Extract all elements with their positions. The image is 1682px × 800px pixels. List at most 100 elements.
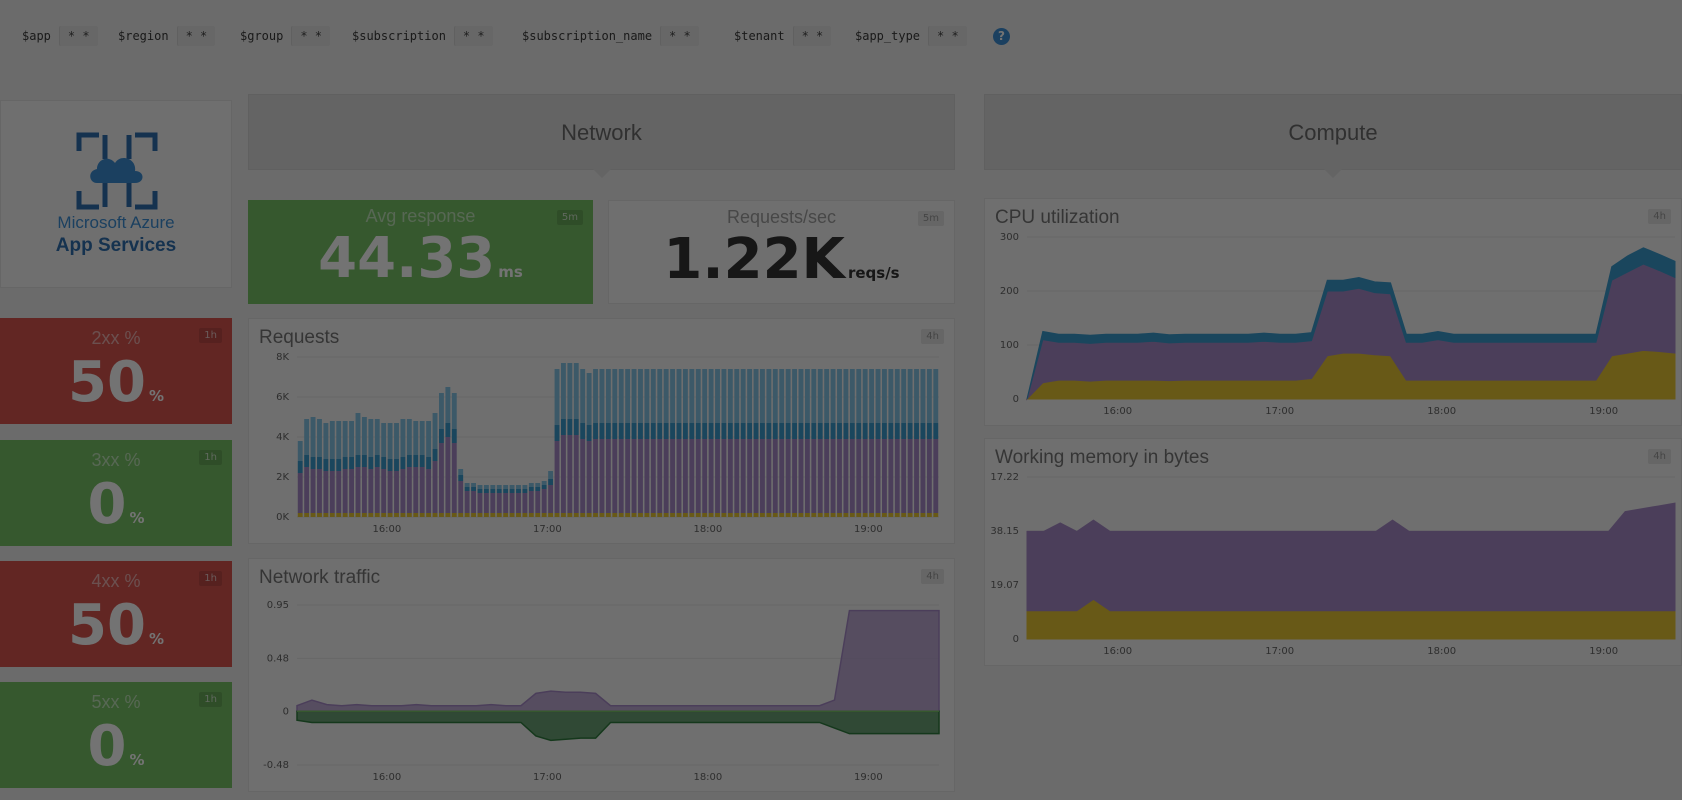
bar-segment bbox=[400, 457, 406, 469]
azure-logo-line2: App Services bbox=[55, 235, 177, 256]
bar-segment bbox=[856, 513, 862, 517]
y-tick-label: 4K bbox=[276, 432, 289, 443]
network-traffic-panel[interactable]: Network traffic 4h 0.95 0.48 0 -0.48 16:00 17… bbox=[248, 558, 955, 792]
status-tile-3xx[interactable]: 3xx % 1h 0% bbox=[0, 440, 232, 546]
bar-segment bbox=[522, 513, 528, 517]
var-value[interactable]: * * bbox=[453, 26, 493, 46]
bar-segment bbox=[676, 423, 682, 439]
var-tenant[interactable]: $tenant * * bbox=[734, 24, 832, 48]
bar-segment bbox=[644, 513, 650, 517]
bar-segment bbox=[323, 423, 329, 459]
bar-segment bbox=[849, 513, 855, 517]
bar-segment bbox=[432, 449, 438, 461]
tile-value-wrap: 0% bbox=[0, 472, 232, 537]
bar-segment bbox=[760, 369, 765, 423]
var-value[interactable]: * * bbox=[291, 26, 331, 46]
bar-segment bbox=[914, 423, 919, 439]
y-tick-label: 100 bbox=[1000, 340, 1019, 351]
tile-value: 0 bbox=[87, 714, 127, 779]
bar-segment bbox=[657, 423, 663, 439]
cpu-utilization-panel[interactable]: CPU utilization 4h 300 200 100 0 16:00 17:00 1… bbox=[984, 198, 1682, 426]
var-subscription-name[interactable]: $subscription_name * * bbox=[522, 24, 699, 48]
bar-segment bbox=[862, 423, 868, 439]
var-name: $tenant bbox=[734, 29, 785, 43]
bar-segment bbox=[926, 439, 932, 513]
requests-sec-tile[interactable]: Requests/sec 5m 1.22K reqs/s bbox=[608, 200, 955, 304]
var-subscription[interactable]: $subscription * * bbox=[352, 24, 493, 48]
bar-segment bbox=[336, 421, 342, 459]
var-value[interactable]: * * bbox=[928, 26, 967, 46]
bar-segment bbox=[837, 513, 842, 517]
working-memory-panel[interactable]: Working memory in bytes 4h 17.22 38.15 19.… bbox=[984, 438, 1682, 666]
bar-segment bbox=[817, 439, 823, 513]
bar-segment bbox=[920, 423, 926, 439]
y-tick-label: 6K bbox=[276, 392, 289, 403]
requests-panel[interactable]: Requests 4h 8K 6K 4K 2K 0K 16:00 17:00 18:00 19:… bbox=[248, 318, 955, 544]
working_memory-svg: 17.22 38.15 19.07 0 16:00 17:00 18:00 19:00 bbox=[990, 472, 1676, 657]
bar-segment bbox=[361, 513, 367, 517]
bar-segment bbox=[323, 471, 329, 513]
bar-segment bbox=[638, 423, 643, 439]
bar-segment bbox=[727, 439, 733, 513]
avg-response-tile[interactable]: Avg response 5m 44.33 ms bbox=[248, 200, 593, 304]
bar-segment bbox=[599, 439, 605, 513]
bar-segment bbox=[361, 467, 367, 513]
bar-segment bbox=[926, 369, 932, 423]
bar-segment bbox=[702, 439, 708, 513]
var-value[interactable]: * * bbox=[58, 26, 98, 46]
bar-segment bbox=[567, 419, 573, 435]
var-value[interactable]: * * bbox=[660, 26, 699, 46]
var-app-type[interactable]: $app_type * * bbox=[855, 24, 967, 48]
bar-segment bbox=[843, 369, 849, 423]
tile-title: Requests/sec bbox=[726, 207, 837, 227]
bar-segment bbox=[753, 513, 759, 517]
bar-segment bbox=[727, 513, 733, 517]
bar-segment bbox=[914, 439, 919, 513]
bar-segment bbox=[464, 513, 470, 517]
bar-segment bbox=[483, 493, 489, 513]
var-app[interactable]: $app * * bbox=[22, 24, 98, 48]
x-tick-label: 19:00 bbox=[854, 524, 883, 535]
bar-segment bbox=[689, 513, 695, 517]
group-title: Compute bbox=[1288, 120, 1378, 145]
status-tile-2xx[interactable]: 2xx % 1h 50% bbox=[0, 318, 232, 424]
bar-segment bbox=[843, 439, 849, 513]
bar-segment bbox=[573, 435, 579, 513]
bar-segment bbox=[888, 513, 894, 517]
var-region[interactable]: $region * * bbox=[118, 24, 216, 48]
bar-segment bbox=[394, 513, 399, 517]
bar-segment bbox=[400, 419, 406, 457]
bar-segment bbox=[894, 439, 900, 513]
azure-app-services-icon bbox=[76, 132, 158, 210]
var-value[interactable]: * * bbox=[176, 26, 216, 46]
bar-segment bbox=[406, 419, 412, 455]
bar-segment bbox=[663, 369, 669, 423]
x-tick-label: 19:00 bbox=[1589, 646, 1618, 657]
bar-segment bbox=[657, 369, 663, 423]
bar-segment bbox=[522, 493, 528, 513]
bar-segment bbox=[439, 393, 444, 429]
status-tile-4xx[interactable]: 4xx % 1h 50% bbox=[0, 561, 232, 667]
bar-segment bbox=[702, 513, 708, 517]
bar-segment bbox=[310, 469, 316, 513]
y-tick-label: 200 bbox=[1000, 286, 1019, 297]
var-group[interactable]: $group * * bbox=[240, 24, 331, 48]
y-tick-label: 0.95 bbox=[267, 600, 289, 611]
bar-segment bbox=[727, 369, 733, 423]
bar-segment bbox=[869, 423, 875, 439]
bar-segment bbox=[355, 467, 361, 513]
status-tile-5xx[interactable]: 5xx % 1h 0% bbox=[0, 682, 232, 788]
bar-segment bbox=[804, 513, 810, 517]
bar-segment bbox=[856, 369, 862, 423]
var-value[interactable]: * * bbox=[792, 26, 832, 46]
bar-segment bbox=[509, 513, 515, 517]
bar-segment bbox=[528, 491, 534, 513]
bar-segment bbox=[349, 457, 355, 469]
template-variables-bar: $app * * $region * * $group * * $subscri… bbox=[0, 0, 1682, 72]
bar-segment bbox=[593, 439, 598, 513]
bar-segment bbox=[477, 485, 483, 489]
bar-segment bbox=[933, 513, 939, 517]
bar-segment bbox=[612, 369, 618, 423]
question-circle-icon[interactable]: ? bbox=[993, 28, 1010, 45]
bar-segment bbox=[933, 423, 939, 439]
